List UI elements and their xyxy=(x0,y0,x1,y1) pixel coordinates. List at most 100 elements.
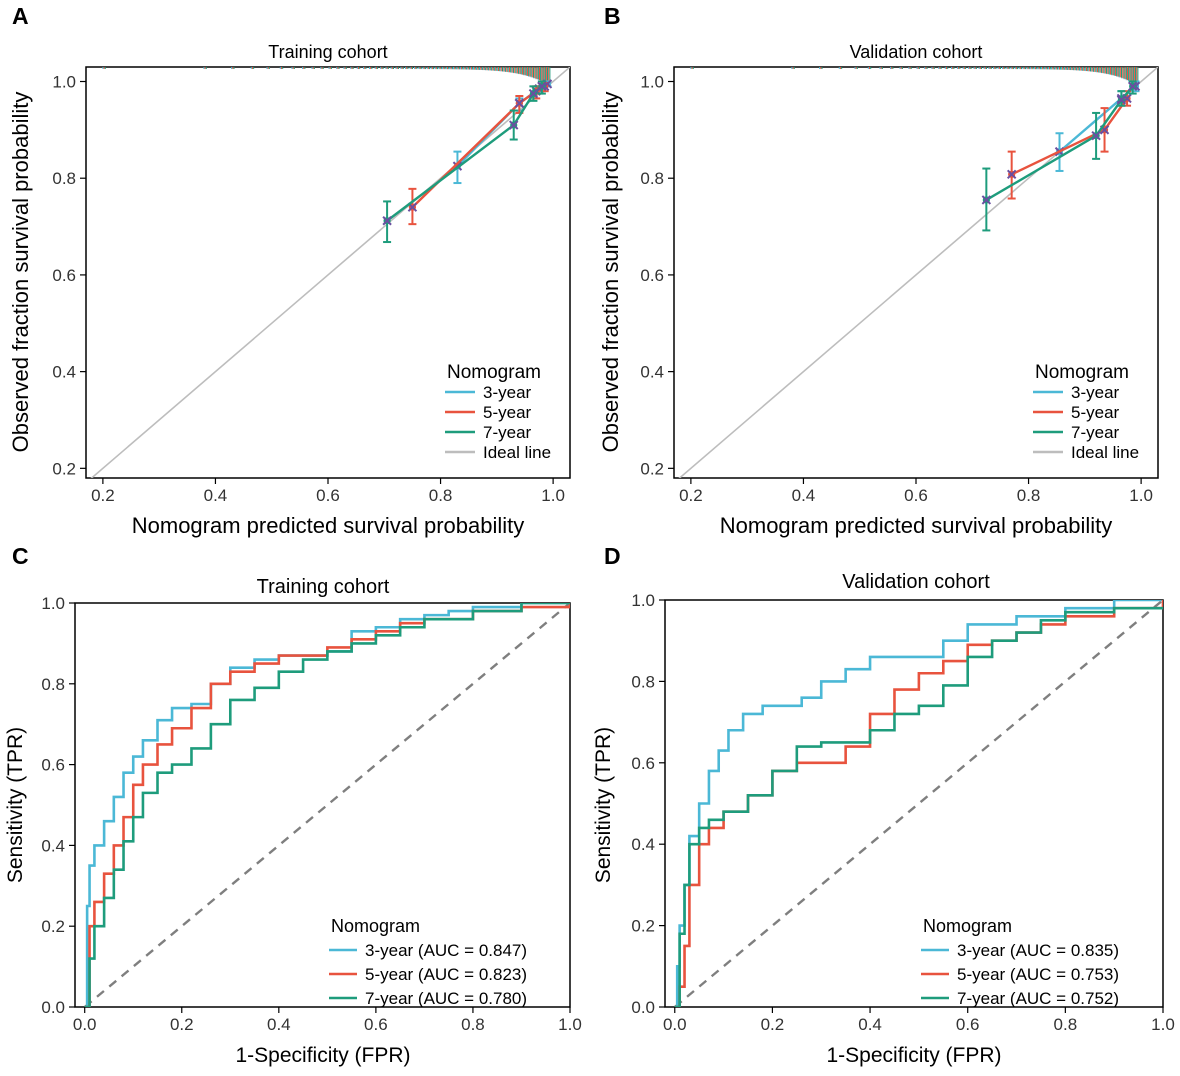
roc-curve xyxy=(84,603,570,1007)
chart-title: Validation cohort xyxy=(850,42,983,62)
legend-label: 5-year (AUC = 0.823) xyxy=(365,965,527,984)
x-tick-label: 0.2 xyxy=(91,486,115,505)
panel-letter: D xyxy=(604,543,621,569)
bootstrap-cross xyxy=(514,98,525,108)
y-axis-label: Observed fraction survival probability xyxy=(8,92,33,453)
calibration-line xyxy=(411,85,546,209)
panel-b: B Validation cohort 0.2 0.4 0.6 0.8 1.0 0.2 0.… xyxy=(598,3,1159,538)
rug-marks xyxy=(690,67,1139,85)
panel-letter: B xyxy=(604,3,621,29)
panel-a: A Training cohort 0.2 0.4 0.6 0.8 1.0 0.2 0.4 0… xyxy=(8,3,571,538)
plot-frame xyxy=(664,599,1164,1008)
x-tick-label: 0.0 xyxy=(663,1015,687,1034)
panel-d: D Validation cohort 0.0 0.2 0.4 0.6 0.8 1.0 0.… xyxy=(592,543,1175,1067)
x-axis-label: 1-Specificity (FPR) xyxy=(826,1044,1001,1067)
y-tick-label: 0.2 xyxy=(631,917,655,936)
y-tick-label: 0.0 xyxy=(631,998,655,1017)
reference-diagonal xyxy=(673,600,1163,1007)
x-tick-label: 0.6 xyxy=(956,1015,980,1034)
plot-area xyxy=(90,67,570,478)
x-tick-label: 0.8 xyxy=(1017,486,1041,505)
y-tick-label: 1.0 xyxy=(640,73,664,92)
y-tick-label: 0.4 xyxy=(52,363,76,382)
calibration-line xyxy=(985,85,1134,202)
x-axis-label: Nomogram predicted survival probability xyxy=(132,513,525,538)
bootstrap-cross xyxy=(509,120,519,130)
y-tick-label: 0.2 xyxy=(41,917,65,936)
legend-title: Nomogram xyxy=(331,916,420,936)
ideal-line xyxy=(90,67,570,478)
y-tick-label: 0.4 xyxy=(41,836,65,855)
x-tick-label: 0.8 xyxy=(429,486,453,505)
y-tick-label: 1.0 xyxy=(52,73,76,92)
y-tick-label: 0.0 xyxy=(41,998,65,1017)
bootstrap-cross xyxy=(1127,81,1138,92)
panel-c: C Training cohort 0.0 0.2 0.4 0.6 0.8 1.0 0.0 0… xyxy=(4,543,582,1067)
legend-title: Nomogram xyxy=(1035,362,1129,383)
bootstrap-cross xyxy=(1006,169,1017,180)
x-tick-label: 0.2 xyxy=(170,1015,194,1034)
plot-area xyxy=(83,603,570,1007)
x-tick-label: 0.2 xyxy=(679,486,703,505)
chart-title: Validation cohort xyxy=(842,571,990,593)
x-tick-label: 0.8 xyxy=(1054,1015,1078,1034)
y-tick-label: 0.2 xyxy=(52,459,76,478)
bootstrap-cross xyxy=(382,216,392,226)
legend-title: Nomogram xyxy=(447,362,541,383)
y-tick-label: 0.2 xyxy=(640,459,664,478)
x-tick-label: 0.6 xyxy=(364,1015,388,1034)
bootstrap-cross xyxy=(537,81,547,92)
y-axis-label: Sensitivity (TPR) xyxy=(592,727,615,883)
legend-label: Ideal line xyxy=(1071,443,1139,462)
y-tick-label: 0.6 xyxy=(631,754,655,773)
legend-label: 3-year xyxy=(483,383,532,402)
y-tick-label: 0.6 xyxy=(41,756,65,775)
bootstrap-cross xyxy=(1116,95,1127,105)
chart-title: Training cohort xyxy=(268,42,387,62)
legend-label: 7-year (AUC = 0.752) xyxy=(957,989,1119,1008)
y-tick-label: 0.6 xyxy=(640,266,664,285)
legend-label: 5-year xyxy=(1071,403,1120,422)
x-tick-label: 0.2 xyxy=(761,1015,785,1034)
y-tick-label: 0.8 xyxy=(52,169,76,188)
x-tick-label: 0.4 xyxy=(267,1015,291,1034)
legend-label: 5-year (AUC = 0.753) xyxy=(957,965,1119,984)
legend-title: Nomogram xyxy=(923,916,1012,936)
plot-frame xyxy=(74,602,571,1008)
y-tick-label: 0.6 xyxy=(52,266,76,285)
roc-curve xyxy=(674,606,1163,1007)
bootstrap-cross xyxy=(1091,130,1101,141)
x-tick-label: 1.0 xyxy=(1151,1015,1175,1034)
y-axis-label: Observed fraction survival probability xyxy=(598,92,623,453)
x-tick-label: 0.4 xyxy=(858,1015,882,1034)
legend: Nomogram 3-year (AUC = 0.847) 5-year (AUC… xyxy=(329,916,527,1008)
x-tick-label: 1.0 xyxy=(541,486,565,505)
y-tick-label: 0.8 xyxy=(640,169,664,188)
legend-label: 7-year xyxy=(1071,423,1120,442)
panel-letter: C xyxy=(12,543,29,569)
x-tick-label: 0.4 xyxy=(792,486,816,505)
panel-letter: A xyxy=(12,3,29,29)
plot-area xyxy=(673,600,1163,1007)
y-tick-label: 1.0 xyxy=(631,591,655,610)
x-tick-label: 0.8 xyxy=(461,1015,485,1034)
plot-area xyxy=(678,67,1158,478)
bootstrap-cross xyxy=(981,195,992,205)
legend: Nomogram 3-year (AUC = 0.835) 5-year (AUC… xyxy=(921,916,1119,1008)
legend-label: 7-year (AUC = 0.780) xyxy=(365,989,527,1008)
y-tick-label: 0.8 xyxy=(631,672,655,691)
x-tick-label: 1.0 xyxy=(1129,486,1153,505)
legend-label: 3-year (AUC = 0.835) xyxy=(957,941,1119,960)
x-axis-label: Nomogram predicted survival probability xyxy=(720,513,1113,538)
legend-label: 3-year (AUC = 0.847) xyxy=(365,941,527,960)
legend-label: 3-year xyxy=(1071,383,1120,402)
y-tick-label: 0.8 xyxy=(41,675,65,694)
y-axis-label: Sensitivity (TPR) xyxy=(4,727,27,883)
rug-marks xyxy=(102,67,551,85)
chart-title: Training cohort xyxy=(257,576,390,598)
roc-curve xyxy=(84,603,570,1007)
y-tick-label: 0.4 xyxy=(640,363,664,382)
